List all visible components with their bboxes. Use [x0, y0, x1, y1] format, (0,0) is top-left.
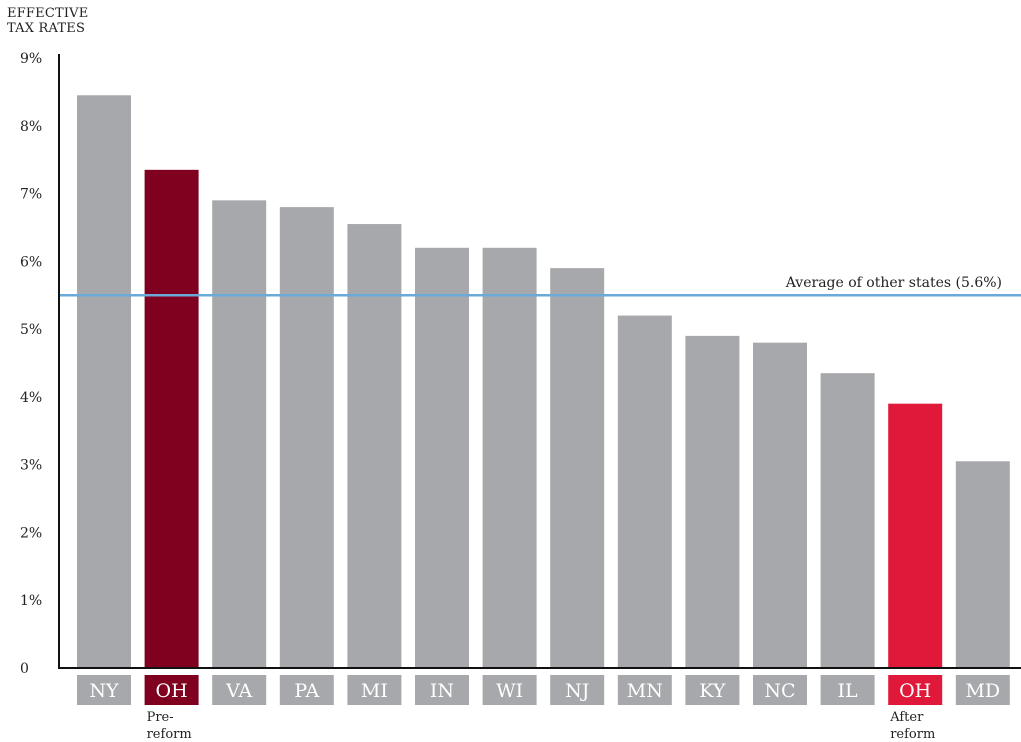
y-tick-label: 3%: [20, 458, 42, 474]
bar: [955, 461, 1010, 668]
y-tick-label: 9%: [20, 51, 42, 67]
category-label-box: [685, 675, 740, 705]
average-line-label: Average of other states (5.6%): [785, 275, 1002, 291]
category-label-box: [482, 675, 537, 705]
y-axis-title: EFFECTIVE TAX RATES: [7, 6, 88, 36]
category-label: KY: [699, 680, 726, 702]
category-label-box: [888, 675, 943, 705]
category-label-box: [347, 675, 402, 705]
bar: [347, 224, 402, 669]
category-label: IL: [838, 680, 859, 702]
category-label-box: [279, 675, 334, 705]
bar-note: reform: [890, 727, 935, 742]
bar: [212, 200, 267, 669]
y-tick-label: 6%: [20, 254, 42, 270]
bar-note: Pre-: [147, 710, 174, 725]
y-tick-label: 2%: [20, 525, 42, 541]
y-axis-title-line: EFFECTIVE: [7, 6, 89, 21]
category-label: NY: [89, 680, 119, 702]
y-tick-label: 8%: [20, 119, 42, 135]
bar: [550, 268, 605, 668]
category-label: VA: [225, 680, 252, 702]
bar: [415, 247, 469, 668]
category-label-box: [753, 675, 807, 705]
category-label-box: [617, 675, 672, 705]
category-label: MI: [361, 680, 388, 702]
category-label: NJ: [565, 680, 589, 702]
y-axis-title-line: TAX RATES: [7, 21, 86, 36]
category-label-box: [820, 675, 875, 705]
category-label: WI: [496, 680, 523, 702]
bar-note: reform: [147, 727, 192, 742]
y-tick-label: 4%: [20, 390, 42, 406]
bar: [144, 169, 199, 669]
bar: [77, 95, 131, 669]
category-label-box: [144, 675, 199, 705]
category-label: PA: [294, 680, 319, 702]
bar-note: After: [889, 710, 924, 725]
y-tick-label: 7%: [20, 187, 42, 203]
bar: [617, 315, 672, 668]
bar: [820, 373, 875, 668]
category-label: NC: [764, 680, 795, 702]
category-label-box: [212, 675, 267, 705]
category-label: MD: [965, 680, 1000, 702]
bar: [685, 335, 740, 668]
category-label: MN: [627, 680, 663, 702]
category-label-box: [415, 675, 469, 705]
bar: [753, 342, 807, 668]
category-label: OH: [156, 680, 188, 702]
bar: [888, 403, 943, 668]
bar: [482, 247, 537, 668]
category-label: OH: [899, 680, 931, 702]
y-tick-label: 0: [20, 661, 29, 677]
category-label-box: [955, 675, 1010, 705]
bar: [279, 207, 334, 668]
y-tick-label: 1%: [20, 593, 42, 609]
category-label: IN: [430, 680, 454, 702]
category-label-box: [550, 675, 605, 705]
category-label-box: [77, 675, 131, 705]
y-tick-label: 5%: [20, 322, 42, 338]
